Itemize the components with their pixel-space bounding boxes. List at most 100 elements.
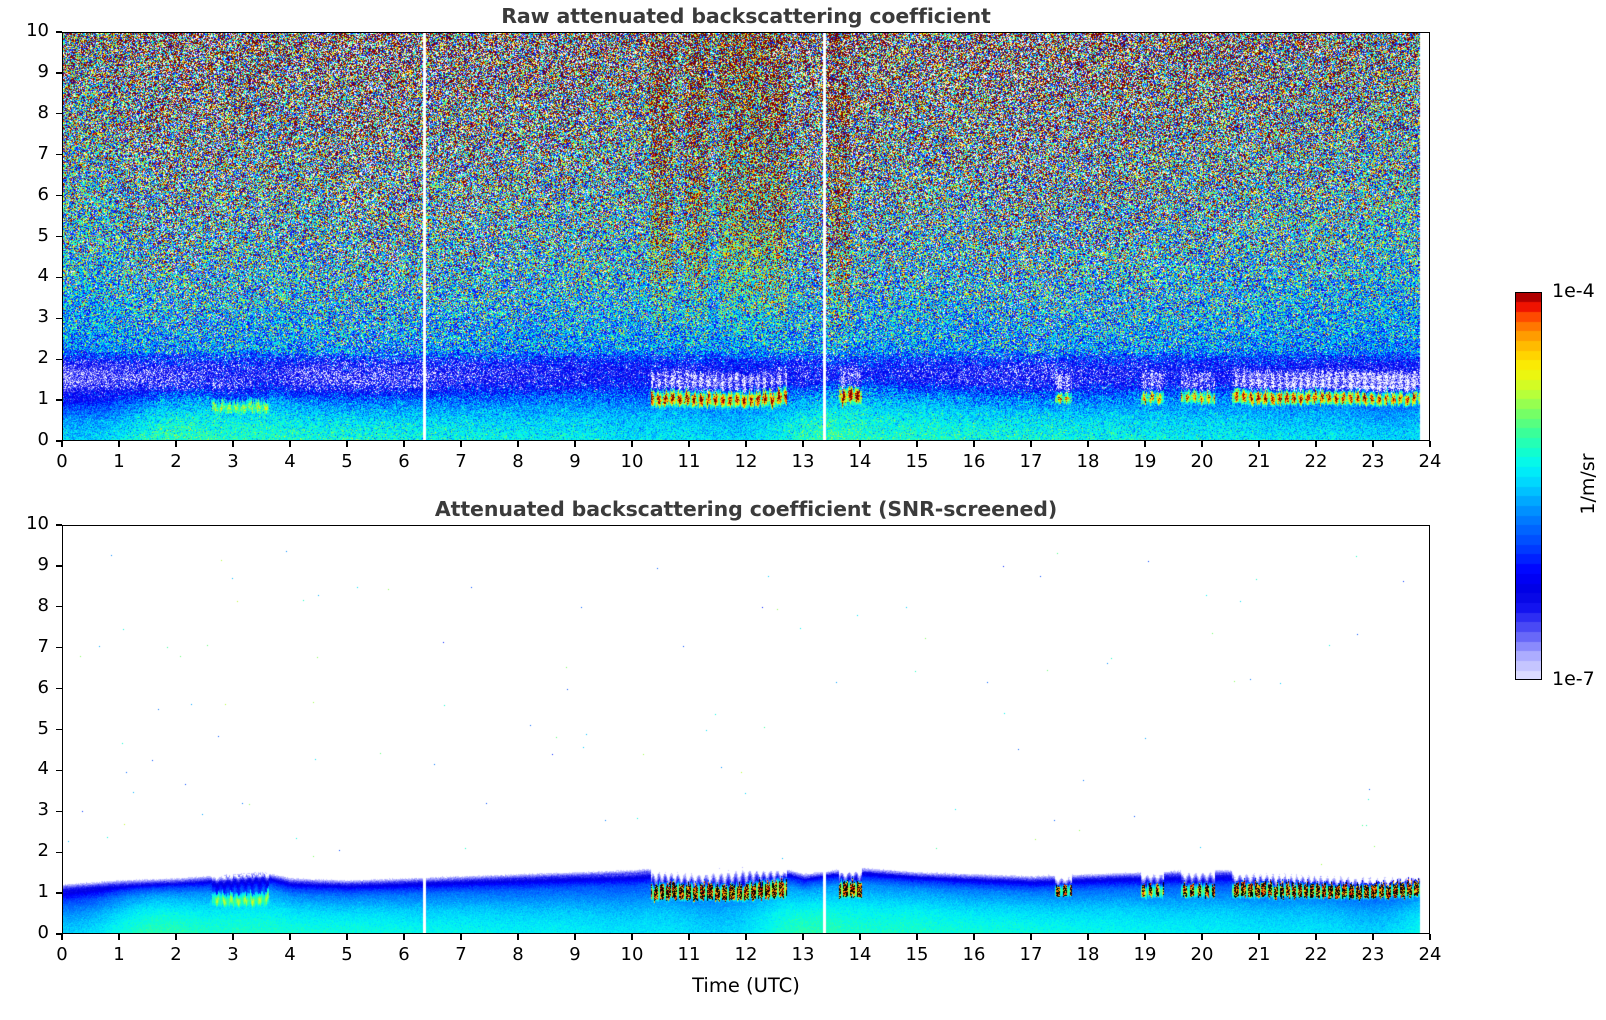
xtick-mark (1201, 441, 1203, 447)
xtick-mark (688, 441, 690, 447)
ytick-label: 5 (37, 224, 49, 246)
ytick-label: 0 (37, 429, 49, 450)
colorbar-canvas (1516, 293, 1541, 679)
xtick-mark (346, 934, 348, 940)
xtick-mark (1201, 934, 1203, 940)
xtick-mark (916, 934, 918, 940)
plot-area-raw (62, 32, 1430, 441)
heatmap-canvas-raw (63, 33, 1429, 440)
xtick-mark (1087, 934, 1089, 940)
ytick-label: 3 (37, 306, 49, 328)
panel-raw: Raw attenuated backscattering coefficien… (0, 0, 1441, 511)
ytick-mark (56, 565, 62, 567)
ytick-mark (56, 399, 62, 401)
ytick-mark (56, 810, 62, 812)
heatmap-canvas-screened (63, 526, 1429, 933)
xtick-mark (1429, 441, 1431, 447)
xtick-label: 16 (962, 451, 986, 472)
ytick-label: 2 (37, 347, 49, 369)
xtick-label: 10 (620, 451, 644, 472)
ytick-label: 9 (37, 60, 49, 82)
xtick-label: 13 (791, 451, 815, 472)
xtick-mark (973, 934, 975, 940)
ytick-mark (56, 358, 62, 360)
xtick-label: 18 (1076, 944, 1100, 965)
xtick-label: 17 (1019, 451, 1043, 472)
ytick-label: 5 (37, 717, 49, 739)
xtick-mark (688, 934, 690, 940)
xtick-mark (802, 441, 804, 447)
xtick-mark (175, 934, 177, 940)
xtick-mark (1372, 441, 1374, 447)
ytick-mark (56, 440, 62, 442)
xtick-mark (1030, 441, 1032, 447)
xtick-mark (859, 441, 861, 447)
xtick-mark (346, 441, 348, 447)
xtick-label: 0 (56, 944, 68, 965)
ytick-mark (56, 194, 62, 197)
xtick-label: 11 (677, 451, 701, 472)
ytick-mark (56, 154, 62, 156)
xtick-label: 12 (734, 451, 758, 472)
xtick-mark (1429, 934, 1431, 940)
xtick-mark (574, 934, 576, 940)
xtick-mark (175, 441, 177, 447)
ytick-mark (56, 933, 62, 935)
xtick-label: 21 (1247, 944, 1271, 965)
ytick-mark (56, 769, 62, 772)
ytick-mark (56, 606, 62, 608)
panel-title-raw: Raw attenuated backscattering coefficien… (501, 4, 991, 28)
xtick-mark (916, 441, 918, 447)
xtick-label: 18 (1076, 451, 1100, 472)
xtick-mark (631, 441, 633, 447)
xtick-label: 5 (341, 451, 353, 472)
xtick-mark (232, 441, 234, 447)
ytick-label: 8 (37, 594, 49, 616)
xtick-mark (517, 441, 519, 447)
xtick-mark (118, 441, 120, 447)
xtick-mark (1030, 934, 1032, 940)
xtick-mark (460, 441, 462, 447)
ytick-label: 10 (26, 20, 49, 41)
xtick-label: 15 (905, 944, 929, 965)
xtick-label: 24 (1418, 451, 1442, 472)
xtick-label: 2 (170, 944, 182, 965)
xtick-label: 15 (905, 451, 929, 472)
xtick-label: 9 (569, 451, 581, 472)
ytick-label: 9 (37, 553, 49, 575)
panel-title-screened: Attenuated backscattering coefficient (S… (434, 497, 1058, 521)
xtick-mark (802, 934, 804, 940)
xtick-label: 8 (512, 451, 524, 472)
colorbar (1515, 292, 1542, 680)
xlabel-screened: Time (UTC) (692, 974, 800, 997)
xtick-mark (403, 934, 405, 940)
xtick-label: 0 (56, 451, 68, 472)
xtick-mark (745, 934, 747, 940)
xtick-label: 2 (170, 451, 182, 472)
xtick-label: 17 (1019, 944, 1043, 965)
xtick-label: 20 (1190, 451, 1214, 472)
ytick-label: 7 (37, 635, 49, 657)
xtick-mark (232, 934, 234, 940)
ytick-mark (56, 72, 62, 74)
xtick-mark (517, 934, 519, 940)
ytick-mark (56, 235, 62, 238)
plot-area-screened (62, 525, 1430, 934)
xtick-label: 8 (512, 944, 524, 965)
xtick-mark (289, 934, 291, 940)
xtick-label: 11 (677, 944, 701, 965)
xtick-label: 6 (398, 451, 410, 472)
xtick-label: 1 (113, 944, 125, 965)
ytick-label: 0 (37, 922, 49, 943)
xtick-mark (1372, 934, 1374, 940)
xtick-mark (745, 441, 747, 447)
ytick-mark (56, 276, 62, 279)
xtick-label: 9 (569, 944, 581, 965)
xtick-mark (631, 934, 633, 940)
xtick-mark (403, 441, 405, 447)
ytick-mark (56, 728, 62, 731)
xtick-label: 4 (284, 451, 296, 472)
ytick-label: 3 (37, 799, 49, 821)
xtick-mark (118, 934, 120, 940)
